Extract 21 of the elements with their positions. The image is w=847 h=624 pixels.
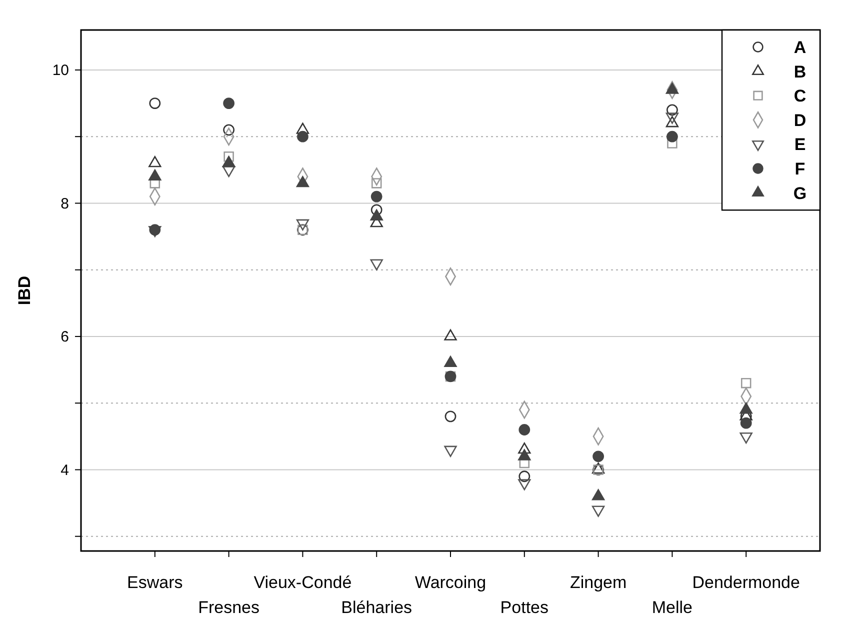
- x-tick-label: Zingem: [570, 573, 627, 592]
- x-tick-label: Eswars: [127, 573, 183, 592]
- x-tick-label: Vieux-Condé: [254, 573, 352, 592]
- legend-label: E: [794, 135, 806, 154]
- x-tick-label: Fresnes: [198, 598, 260, 617]
- x-tick-label: Dendermonde: [692, 573, 800, 592]
- legend-label: D: [794, 110, 806, 130]
- x-tick-label: Warcoing: [414, 573, 486, 592]
- y-tick-label: 8: [60, 195, 69, 212]
- legend-label: B: [794, 62, 806, 82]
- y-tick-label: 4: [60, 462, 69, 479]
- legend-label: C: [794, 86, 806, 106]
- x-tick-label: Bléharies: [341, 598, 412, 617]
- legend-label: A: [794, 38, 806, 57]
- x-tick-label: Pottes: [500, 598, 548, 617]
- x-tick-label: Melle: [652, 598, 693, 617]
- y-axis-title: IBD: [15, 276, 34, 306]
- legend-label: G: [793, 184, 807, 203]
- y-tick-label: 6: [60, 328, 69, 346]
- y-tick-label: 10: [52, 62, 69, 80]
- legend-label: F: [794, 159, 806, 178]
